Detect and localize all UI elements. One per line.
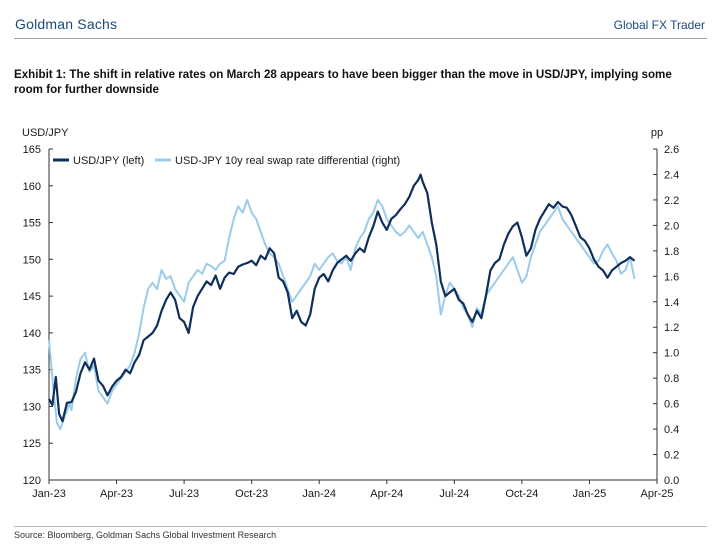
right-tick-label: 2.2 [664, 195, 679, 207]
x-tick-label: Apr-25 [640, 488, 673, 500]
x-tick-label: Jan-25 [573, 488, 607, 500]
left-axis-title: USD/JPY [22, 127, 69, 139]
x-tick-label: Jul-24 [439, 488, 469, 500]
x-tick-label: Oct-23 [235, 488, 268, 500]
left-tick-label: 120 [23, 475, 41, 487]
right-tick-label: 1.8 [664, 246, 679, 258]
left-tick-label: 125 [23, 438, 41, 450]
right-tick-label: 0.4 [664, 424, 679, 436]
usdjpy-series-line [48, 173, 636, 423]
x-tick-label: Apr-24 [370, 488, 403, 500]
x-tick-label: Apr-23 [100, 488, 133, 500]
report-name: Global FX Trader [613, 18, 705, 32]
right-tick-label: 1.0 [664, 348, 679, 360]
footer-divider [14, 526, 707, 527]
legend-label-differential: USD-JPY 10y real swap rate differential … [175, 155, 400, 167]
right-tick-label: 0.2 [664, 450, 679, 462]
left-tick-label: 165 [23, 144, 41, 156]
left-tick-label: 130 [23, 401, 41, 413]
left-tick-label: 150 [23, 254, 41, 266]
left-tick-label: 160 [23, 181, 41, 193]
legend-label-usdjpy: USD/JPY (left) [73, 155, 144, 167]
right-tick-label: 1.2 [664, 322, 679, 334]
left-tick-label: 145 [23, 291, 41, 303]
rate-differential-series-line [48, 198, 636, 431]
right-tick-label: 0.6 [664, 399, 679, 411]
header-divider [14, 38, 707, 39]
left-tick-label: 155 [23, 218, 41, 230]
right-axis-title: pp [651, 127, 663, 139]
x-tick-label: Jan-24 [302, 488, 336, 500]
right-tick-label: 2.0 [664, 220, 679, 232]
right-tick-label: 1.4 [664, 297, 679, 309]
left-tick-label: 135 [23, 365, 41, 377]
source-note: Source: Bloomberg, Goldman Sachs Global … [14, 530, 277, 540]
right-tick-label: 2.6 [664, 144, 679, 156]
right-tick-label: 0.0 [664, 475, 679, 487]
x-tick-label: Jul-23 [169, 488, 199, 500]
right-tick-label: 0.8 [664, 373, 679, 385]
right-tick-label: 2.4 [664, 169, 679, 181]
x-tick-label: Jan-23 [32, 488, 66, 500]
exhibit-title: Exhibit 1: The shift in relative rates o… [14, 68, 672, 96]
brand-name: Goldman Sachs [15, 16, 118, 32]
left-tick-label: 140 [23, 328, 41, 340]
right-tick-label: 1.6 [664, 271, 679, 283]
chart-container: USD/JPY pp 120 125 130 135 140 145 150 155 160 165 0… [0, 118, 721, 530]
line-chart: USD/JPY pp 120 125 130 135 140 145 150 155 160 165 0… [22, 127, 679, 500]
x-tick-label: Oct-24 [505, 488, 538, 500]
